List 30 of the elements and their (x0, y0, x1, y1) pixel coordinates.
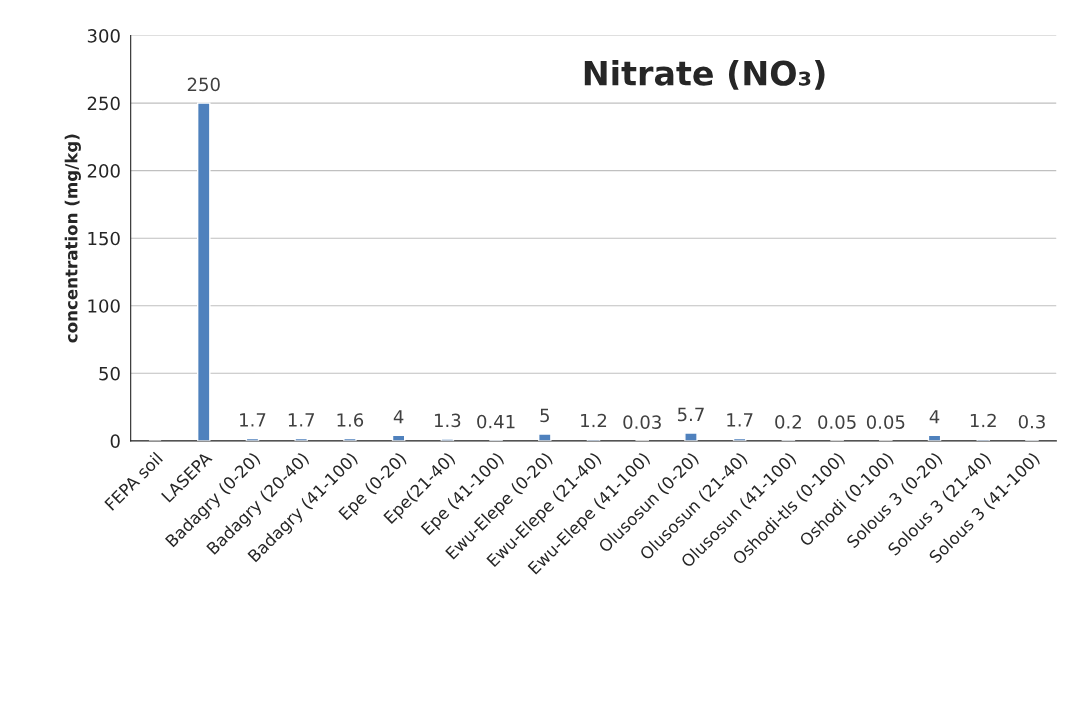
data-label: 4 (393, 410, 404, 424)
y-tick-label: 50 (99, 366, 120, 381)
y-tick-label: 300 (87, 29, 120, 43)
text: Nitrate (NO₃) (584, 59, 825, 90)
data-label: 0.3 (1018, 414, 1045, 429)
data-label: 0.05 (866, 415, 905, 429)
data-label: 1.7 (240, 413, 266, 427)
data-label: 1.7 (727, 413, 753, 427)
data-label: 0.2 (775, 415, 801, 429)
y-tick-label: 0 (110, 434, 120, 448)
data-label: 4 (929, 410, 940, 424)
y-axis-title: concentration (mg/kg) (64, 134, 81, 343)
data-label: 1.2 (581, 413, 607, 428)
data-label: 1.7 (288, 413, 315, 427)
y-tick-label: 100 (88, 299, 120, 313)
data-label: 5.7 (677, 407, 704, 422)
bar (196, 102, 211, 441)
data-label: 0.03 (623, 415, 661, 429)
data-label: 0.05 (818, 415, 856, 429)
data-label: 5 (540, 408, 549, 423)
y-tick-label: 150 (88, 231, 120, 246)
y-tick-label: 250 (87, 96, 120, 111)
data-label: 250 (187, 77, 220, 92)
data-label: 1.3 (434, 413, 461, 428)
y-tick-label: 200 (87, 164, 120, 178)
bar (538, 433, 552, 441)
data-label: 0.41 (477, 414, 515, 429)
bar (684, 432, 698, 441)
data-label: 1.6 (337, 413, 364, 427)
data-label: 1.2 (970, 413, 996, 428)
